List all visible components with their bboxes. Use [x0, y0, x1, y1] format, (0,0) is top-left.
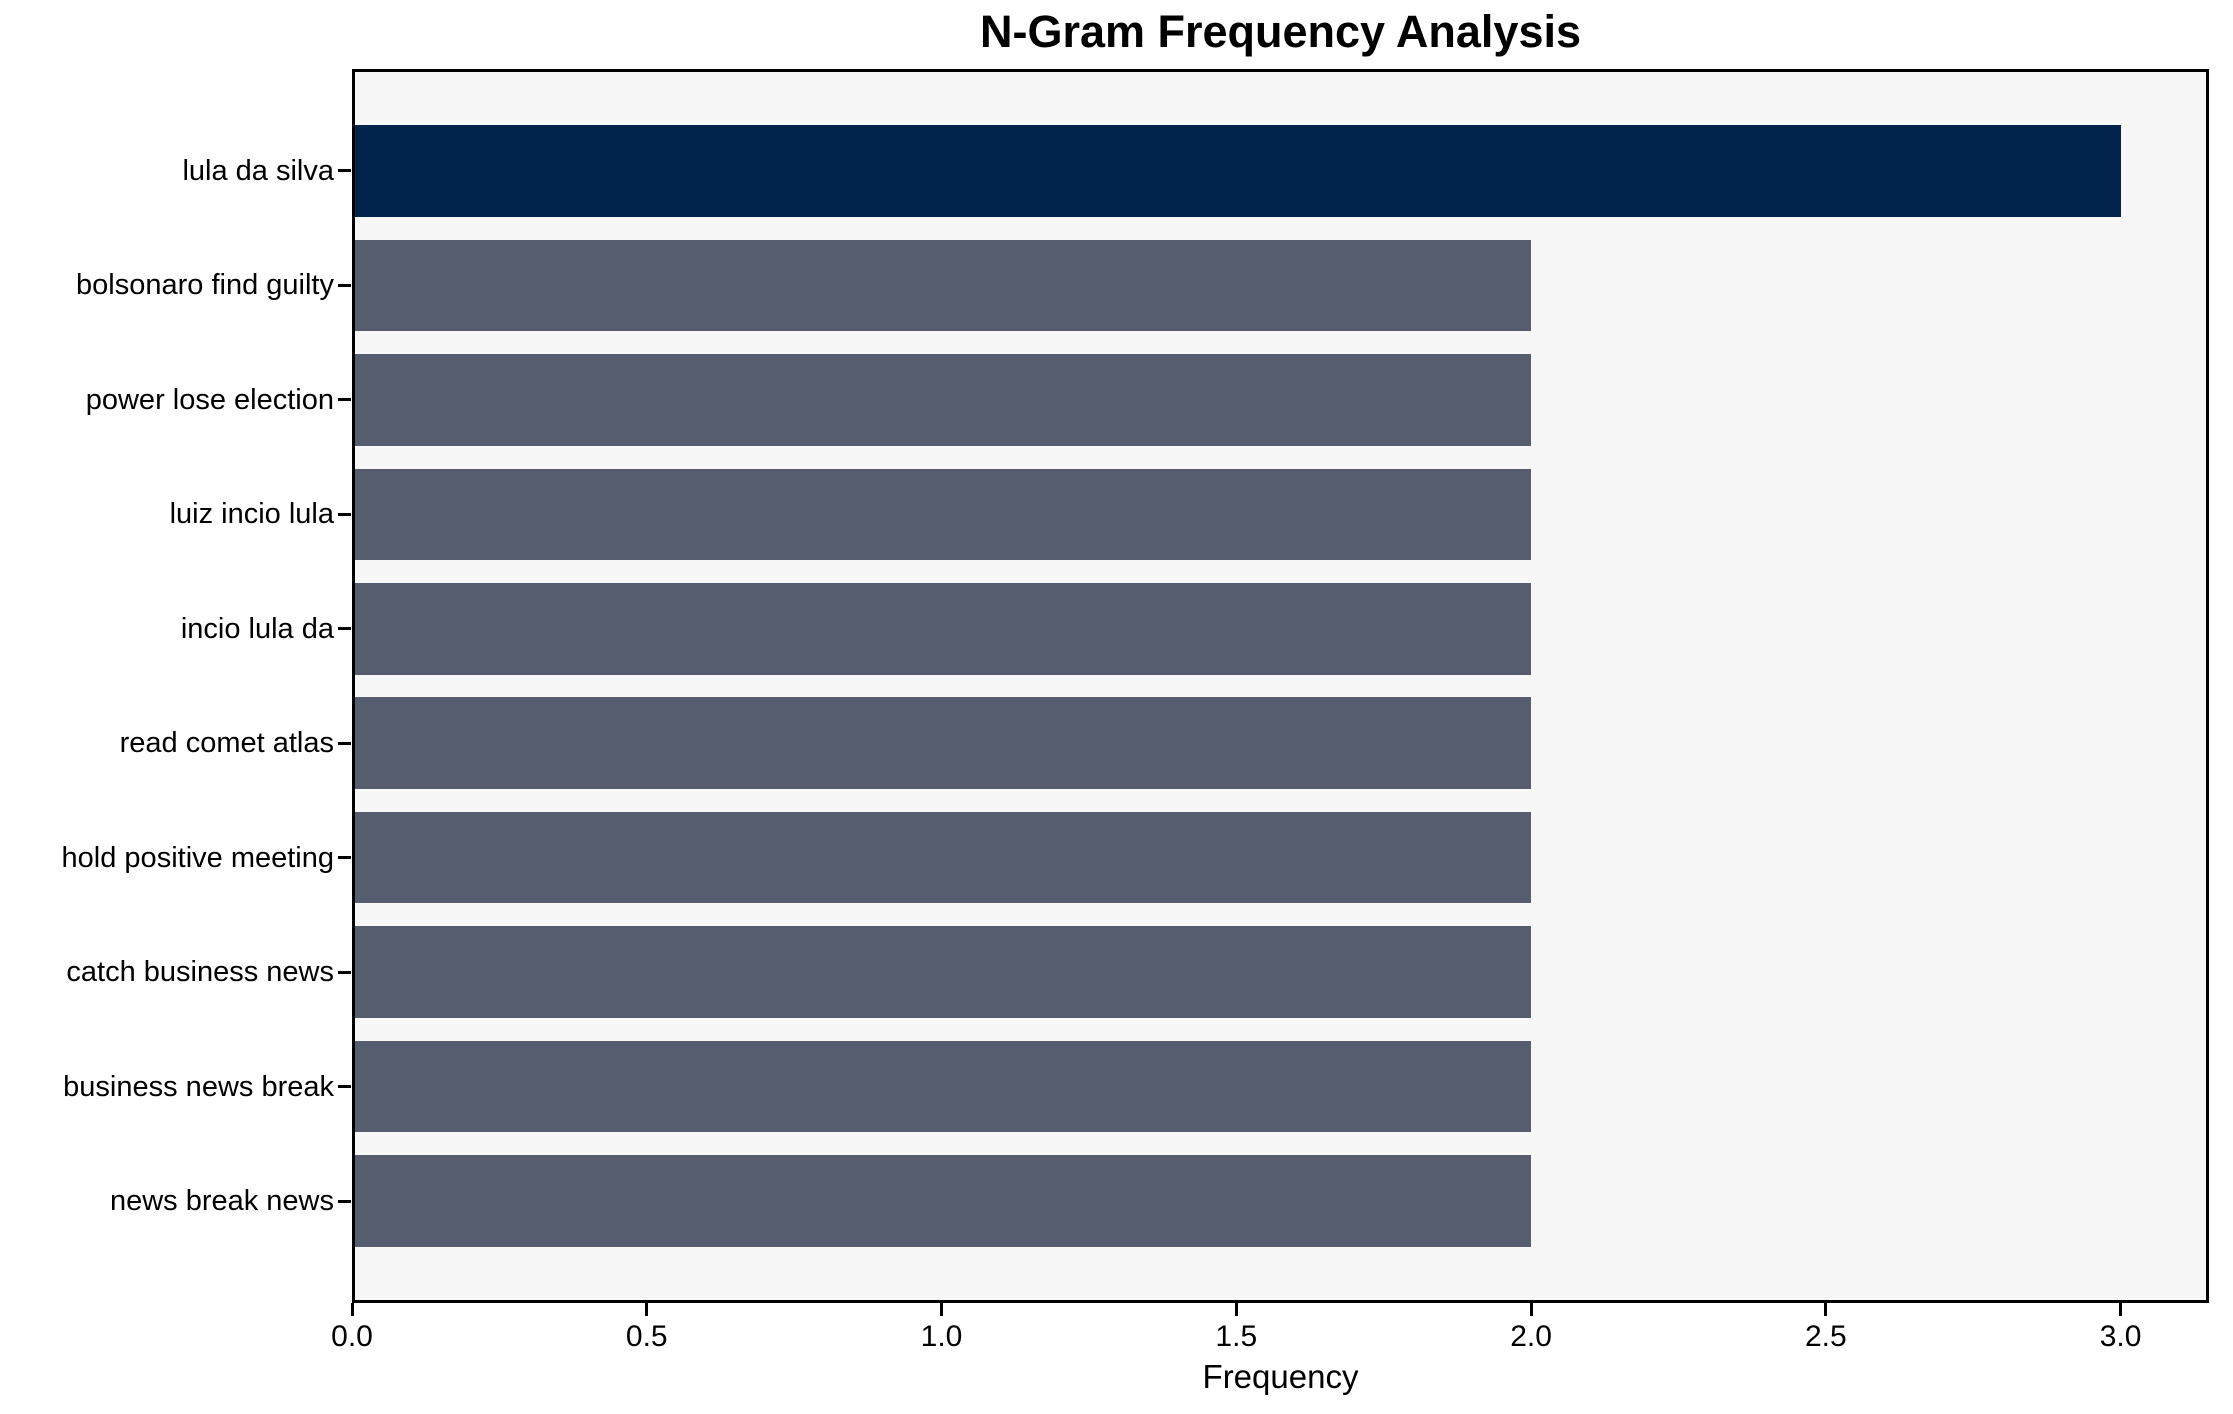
y-tick: [338, 627, 351, 631]
y-tick: [338, 169, 351, 173]
x-tick: [645, 1303, 649, 1316]
bar: [352, 697, 1532, 789]
x-tick: [1234, 1303, 1238, 1316]
y-tick-label: news break news: [109, 1185, 334, 1218]
y-tick-label: business news break: [63, 1070, 334, 1103]
y-tick: [338, 398, 351, 402]
bar: [352, 926, 1532, 1018]
x-tick: [940, 1303, 944, 1316]
x-tick-label: 2.0: [1510, 1320, 1552, 1353]
bar: [352, 1155, 1532, 1247]
x-tick-label: 1.0: [920, 1320, 963, 1353]
y-tick: [338, 1199, 351, 1203]
x-tick-label: 3.0: [2099, 1320, 2142, 1353]
x-tick-label: 0.5: [625, 1320, 668, 1353]
y-tick-label: lula da silva: [182, 154, 334, 187]
y-tick-label: read comet atlas: [119, 727, 334, 760]
y-tick: [338, 741, 351, 745]
bar: [352, 354, 1532, 446]
x-tick: [1529, 1303, 1533, 1316]
x-tick-label: 0.0: [331, 1320, 373, 1353]
y-tick-label: incio lula da: [180, 612, 334, 645]
y-tick: [338, 970, 351, 974]
y-tick-label: luiz incio lula: [169, 498, 334, 531]
bar: [352, 582, 1532, 675]
y-tick: [338, 283, 351, 287]
x-tick: [1824, 1303, 1828, 1316]
y-tick: [338, 1085, 351, 1089]
y-tick: [338, 856, 351, 860]
chart-title: N-Gram Frequency Analysis: [979, 6, 1582, 57]
x-tick: [350, 1303, 354, 1316]
x-tick: [2119, 1303, 2123, 1316]
y-tick-label: bolsonaro find guilty: [76, 269, 334, 302]
x-axis-label: Frequency: [1202, 1358, 1359, 1395]
bar: [352, 468, 1532, 561]
bar: [352, 1040, 1532, 1133]
y-tick-label: hold positive meeting: [61, 841, 334, 874]
bar: [352, 811, 1532, 904]
bar: [352, 125, 2121, 217]
y-tick: [338, 512, 351, 516]
x-tick-label: 1.5: [1215, 1320, 1258, 1353]
y-tick-label: power lose election: [85, 383, 334, 416]
x-tick-label: 2.5: [1804, 1320, 1847, 1353]
y-tick-label: catch business news: [66, 956, 334, 989]
bar: [352, 239, 1532, 332]
